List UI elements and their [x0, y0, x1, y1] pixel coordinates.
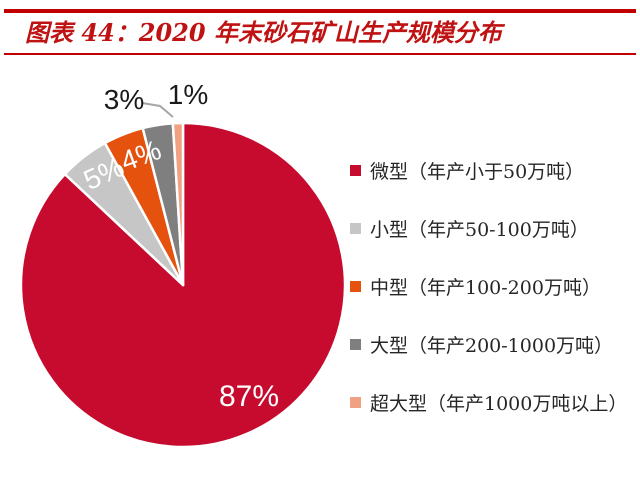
legend-marker-medium — [350, 280, 361, 292]
figure-title: 图表 44：2020 年末砂石矿山生产规模分布 — [25, 18, 502, 47]
legend-item-xlarge: 超大型（年产1000万吨以上） — [350, 389, 627, 415]
legend-marker-large — [350, 338, 361, 350]
legend: 微型（年产小于50万吨） 小型（年产50-100万吨） 中型（年产100-200… — [350, 157, 627, 447]
legend-item-small: 小型（年产50-100万吨） — [350, 215, 610, 241]
title-underline — [4, 53, 636, 55]
slice-label-1pct: 1% — [167, 79, 209, 110]
slice-label-3pct: 3% — [103, 84, 145, 115]
legend-marker-small — [350, 222, 361, 234]
legend-label-medium: 中型（年产100-200万吨） — [370, 276, 601, 299]
legend-label-micro: 微型（年产小于50万吨） — [370, 160, 585, 183]
legend-label-small: 小型（年产50-100万吨） — [370, 218, 589, 241]
legend-item-medium: 中型（年产100-200万吨） — [350, 273, 610, 299]
legend-marker-xlarge — [350, 396, 361, 408]
legend-item-micro: 微型（年产小于50万吨） — [350, 157, 610, 183]
legend-marker-micro — [350, 164, 361, 176]
leader-line-3pct — [141, 102, 174, 118]
legend-item-large: 大型（年产200-1000万吨） — [350, 331, 614, 357]
pie-slice-4 — [171, 121, 185, 287]
legend-label-large: 大型（年产200-1000万吨） — [370, 334, 614, 357]
pie-slices — [19, 121, 347, 449]
legend-label-xlarge: 超大型（年产1000万吨以上） — [370, 392, 628, 415]
top-border-line — [4, 9, 636, 13]
slice-label-87pct: 87% — [218, 380, 280, 413]
